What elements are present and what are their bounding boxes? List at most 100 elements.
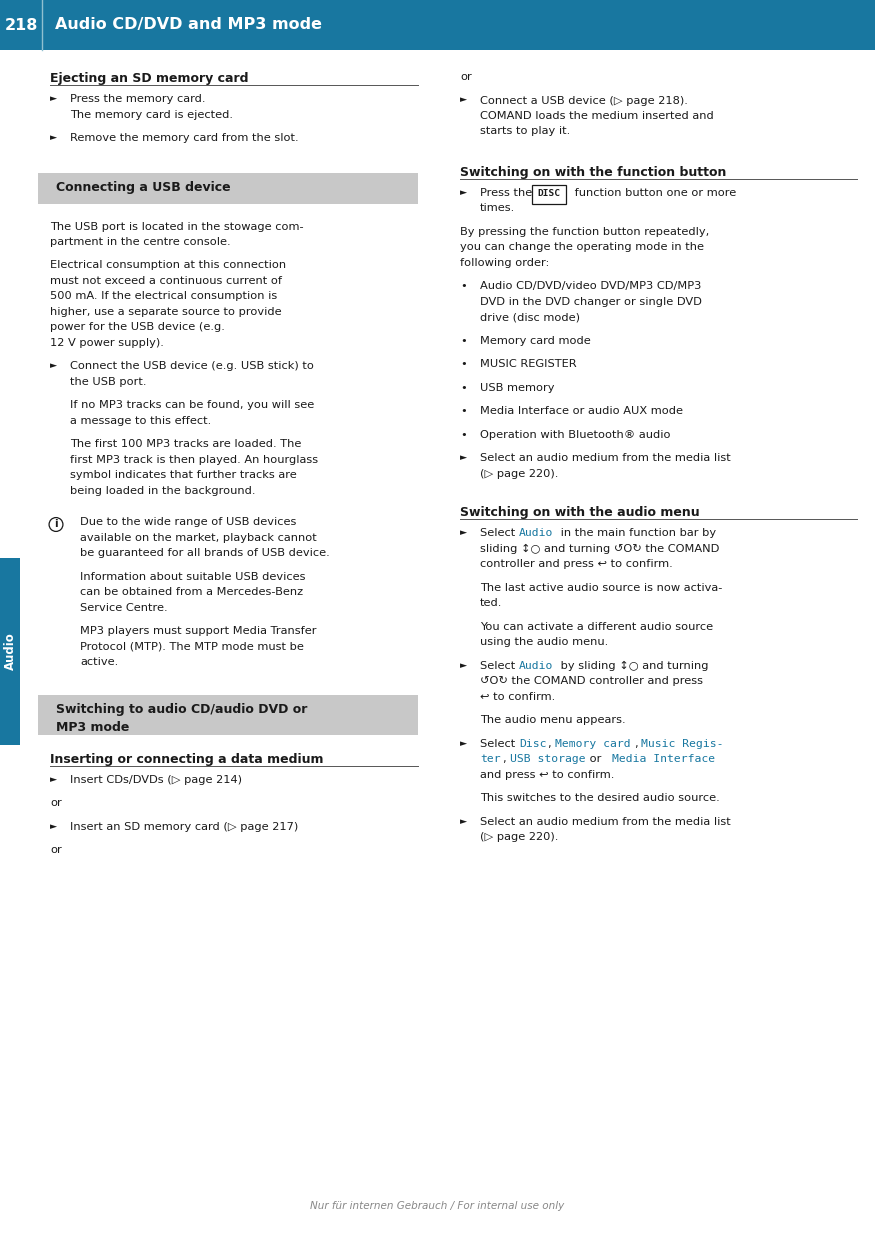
Text: Select an audio medium from the media list: Select an audio medium from the media li… <box>480 817 731 827</box>
Text: or: or <box>460 72 472 82</box>
Text: ►: ► <box>460 187 467 197</box>
Text: starts to play it.: starts to play it. <box>480 127 570 137</box>
Text: controller and press ↩ to confirm.: controller and press ↩ to confirm. <box>480 560 673 570</box>
Text: Memory card: Memory card <box>555 738 631 750</box>
Text: ,: , <box>547 738 550 750</box>
Text: Ejecting an SD memory card: Ejecting an SD memory card <box>50 72 248 84</box>
Text: Information about suitable USB devices: Information about suitable USB devices <box>80 572 305 582</box>
Text: ►: ► <box>460 529 467 537</box>
Text: ,: , <box>634 738 638 750</box>
Text: Media Interface: Media Interface <box>612 755 715 764</box>
Text: DISC: DISC <box>537 189 561 199</box>
Text: partment in the centre console.: partment in the centre console. <box>50 237 231 247</box>
Text: ►: ► <box>460 661 467 670</box>
Text: Switching to audio CD/audio DVD or: Switching to audio CD/audio DVD or <box>56 702 307 716</box>
Text: Audio: Audio <box>519 529 553 539</box>
Text: active.: active. <box>80 658 118 668</box>
Bar <box>38 695 418 735</box>
Text: Insert CDs/DVDs (▷ page 214): Insert CDs/DVDs (▷ page 214) <box>70 774 242 786</box>
Text: ►: ► <box>50 774 57 784</box>
Text: •: • <box>460 336 466 346</box>
Text: Select: Select <box>480 738 519 750</box>
Text: a message to this effect.: a message to this effect. <box>70 416 211 426</box>
Text: ↺O↻ the COMAND controller and press: ↺O↻ the COMAND controller and press <box>480 676 703 686</box>
Text: available on the market, playback cannot: available on the market, playback cannot <box>80 532 317 544</box>
Text: ►: ► <box>50 94 57 103</box>
Text: Media Interface or audio AUX mode: Media Interface or audio AUX mode <box>480 407 683 417</box>
Text: USB storage: USB storage <box>510 755 585 764</box>
Text: Remove the memory card from the slot.: Remove the memory card from the slot. <box>70 133 298 143</box>
Text: DVD in the DVD changer or single DVD: DVD in the DVD changer or single DVD <box>480 297 702 307</box>
Text: Select: Select <box>480 661 519 671</box>
Text: or: or <box>586 755 605 764</box>
Text: first MP3 track is then played. An hourglass: first MP3 track is then played. An hourg… <box>70 455 318 465</box>
Text: MP3 players must support Media Transfer: MP3 players must support Media Transfer <box>80 627 317 637</box>
Text: i: i <box>54 520 58 530</box>
Text: power for the USB device (e.g.: power for the USB device (e.g. <box>50 323 225 333</box>
Text: being loaded in the background.: being loaded in the background. <box>70 486 255 496</box>
Text: Select an audio medium from the media list: Select an audio medium from the media li… <box>480 453 731 463</box>
Text: Connect the USB device (e.g. USB stick) to: Connect the USB device (e.g. USB stick) … <box>70 361 314 371</box>
Text: ,: , <box>502 755 506 764</box>
Text: Memory card mode: Memory card mode <box>480 336 591 346</box>
Text: The last active audio source is now activa-: The last active audio source is now acti… <box>480 583 723 593</box>
Bar <box>38 174 418 204</box>
Text: using the audio menu.: using the audio menu. <box>480 638 608 648</box>
Text: ►: ► <box>460 453 467 463</box>
Text: ↩ to confirm.: ↩ to confirm. <box>480 692 556 702</box>
Text: Press the: Press the <box>480 187 536 199</box>
Text: Audio CD/DVD and MP3 mode: Audio CD/DVD and MP3 mode <box>55 17 322 32</box>
Text: and press ↩ to confirm.: and press ↩ to confirm. <box>480 769 614 781</box>
Text: the USB port.: the USB port. <box>70 377 146 387</box>
Text: Inserting or connecting a data medium: Inserting or connecting a data medium <box>50 753 324 766</box>
Text: Music Regis-: Music Regis- <box>641 738 724 750</box>
Text: •: • <box>460 383 466 393</box>
Text: Switching on with the audio menu: Switching on with the audio menu <box>460 506 700 520</box>
Text: The audio menu appears.: The audio menu appears. <box>480 716 626 726</box>
Text: •: • <box>460 429 466 441</box>
Text: This switches to the desired audio source.: This switches to the desired audio sourc… <box>480 793 720 803</box>
Text: MUSIC REGISTER: MUSIC REGISTER <box>480 360 577 370</box>
Text: drive (disc mode): drive (disc mode) <box>480 313 580 323</box>
Text: Switching on with the function button: Switching on with the function button <box>460 166 726 179</box>
Text: Nur für internen Gebrauch / For internal use only: Nur für internen Gebrauch / For internal… <box>311 1201 564 1211</box>
Text: Press the memory card.: Press the memory card. <box>70 94 206 104</box>
Text: (▷ page 220).: (▷ page 220). <box>480 833 558 843</box>
Text: function button one or more: function button one or more <box>571 187 736 199</box>
Text: ►: ► <box>460 817 467 827</box>
Text: you can change the operating mode in the: you can change the operating mode in the <box>460 242 704 252</box>
Text: Connect a USB device (▷ page 218).: Connect a USB device (▷ page 218). <box>480 96 688 105</box>
Text: Electrical consumption at this connection: Electrical consumption at this connectio… <box>50 261 286 271</box>
Text: ►: ► <box>50 361 57 371</box>
Text: following order:: following order: <box>460 258 550 268</box>
Text: Operation with Bluetooth® audio: Operation with Bluetooth® audio <box>480 429 670 441</box>
Text: Connecting a USB device: Connecting a USB device <box>56 181 231 195</box>
Text: 12 V power supply).: 12 V power supply). <box>50 338 164 347</box>
Text: (▷ page 220).: (▷ page 220). <box>480 469 558 479</box>
Text: Protocol (MTP). The MTP mode must be: Protocol (MTP). The MTP mode must be <box>80 642 304 652</box>
Text: •: • <box>460 282 466 292</box>
Text: The first 100 MP3 tracks are loaded. The: The first 100 MP3 tracks are loaded. The <box>70 439 301 449</box>
Text: be guaranteed for all brands of USB device.: be guaranteed for all brands of USB devi… <box>80 549 330 558</box>
Text: MP3 mode: MP3 mode <box>56 721 130 735</box>
Text: Insert an SD memory card (▷ page 217): Insert an SD memory card (▷ page 217) <box>70 822 298 831</box>
Text: Audio: Audio <box>4 633 17 670</box>
Text: COMAND loads the medium inserted and: COMAND loads the medium inserted and <box>480 110 714 122</box>
Text: times.: times. <box>480 204 515 213</box>
Text: ted.: ted. <box>480 598 502 608</box>
Text: symbol indicates that further tracks are: symbol indicates that further tracks are <box>70 470 297 480</box>
Text: in the main function bar by: in the main function bar by <box>557 529 716 539</box>
Text: can be obtained from a Mercedes-Benz: can be obtained from a Mercedes-Benz <box>80 587 303 597</box>
Text: Audio: Audio <box>519 661 553 671</box>
Text: Due to the wide range of USB devices: Due to the wide range of USB devices <box>80 517 297 527</box>
Bar <box>0 558 20 745</box>
Text: Select: Select <box>480 529 519 539</box>
Bar <box>0 0 875 50</box>
Text: •: • <box>460 360 466 370</box>
Text: Audio CD/DVD/video DVD/MP3 CD/MP3: Audio CD/DVD/video DVD/MP3 CD/MP3 <box>480 282 702 292</box>
Text: USB memory: USB memory <box>480 383 555 393</box>
Text: by sliding ↕○ and turning: by sliding ↕○ and turning <box>557 661 709 671</box>
Text: You can activate a different audio source: You can activate a different audio sourc… <box>480 622 713 632</box>
Text: By pressing the function button repeatedly,: By pressing the function button repeated… <box>460 227 710 237</box>
Text: •: • <box>460 407 466 417</box>
